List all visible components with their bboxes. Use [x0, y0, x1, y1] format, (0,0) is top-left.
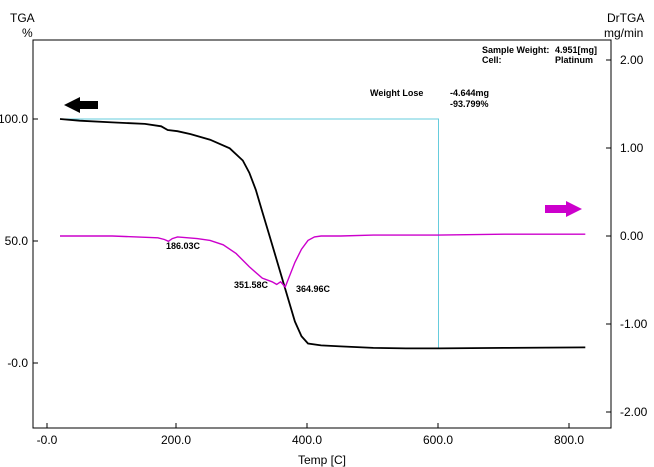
- right-arrow-icon: [545, 201, 582, 217]
- drtga-series-line: [60, 233, 586, 289]
- cell-value: Platinum: [555, 55, 593, 65]
- weight-lose-marker: [60, 118, 439, 349]
- right-axis-title: DrTGA: [607, 11, 644, 25]
- weight-lose-label: Weight Lose: [370, 88, 423, 98]
- left-axis-title: TGA: [10, 11, 35, 25]
- plot-frame: [32, 39, 612, 429]
- right-tick-label: 0.00: [620, 229, 644, 243]
- peak-annotation: 351.58C: [234, 280, 269, 290]
- left-arrow-icon: [64, 97, 98, 113]
- tga-series-line: [59, 118, 586, 350]
- x-tick-label: 400.0: [292, 433, 322, 447]
- left-axis-unit: %: [22, 26, 33, 40]
- x-tick-label: 600.0: [423, 433, 453, 447]
- right-tick-label: 2.00: [620, 53, 644, 67]
- peak-annotation: 186.03C: [166, 241, 201, 251]
- weight-lose-pct: -93.799%: [450, 99, 489, 109]
- peak-annotation: 364.96C: [296, 284, 331, 294]
- sample-weight-label: Sample Weight:: [482, 45, 549, 55]
- left-tick-label: 50.0: [5, 234, 29, 248]
- cell-label: Cell:: [482, 55, 502, 65]
- right-tick-label: -1.00: [620, 317, 648, 331]
- x-tick-label: 800.0: [554, 433, 584, 447]
- right-tick-label: 1.00: [620, 141, 644, 155]
- right-tick-label: -2.00: [620, 405, 648, 419]
- weight-lose-mg: -4.644mg: [450, 88, 489, 98]
- left-tick-label: 100.0: [0, 112, 28, 126]
- x-tick-label: 200.0: [161, 433, 191, 447]
- left-tick-label: -0.0: [7, 356, 28, 370]
- x-axis-label: Temp [C]: [298, 453, 346, 467]
- sample-weight-value: 4.951[mg]: [555, 45, 597, 55]
- right-axis-unit: mg/min: [604, 26, 643, 40]
- x-tick-label: -0.0: [37, 433, 58, 447]
